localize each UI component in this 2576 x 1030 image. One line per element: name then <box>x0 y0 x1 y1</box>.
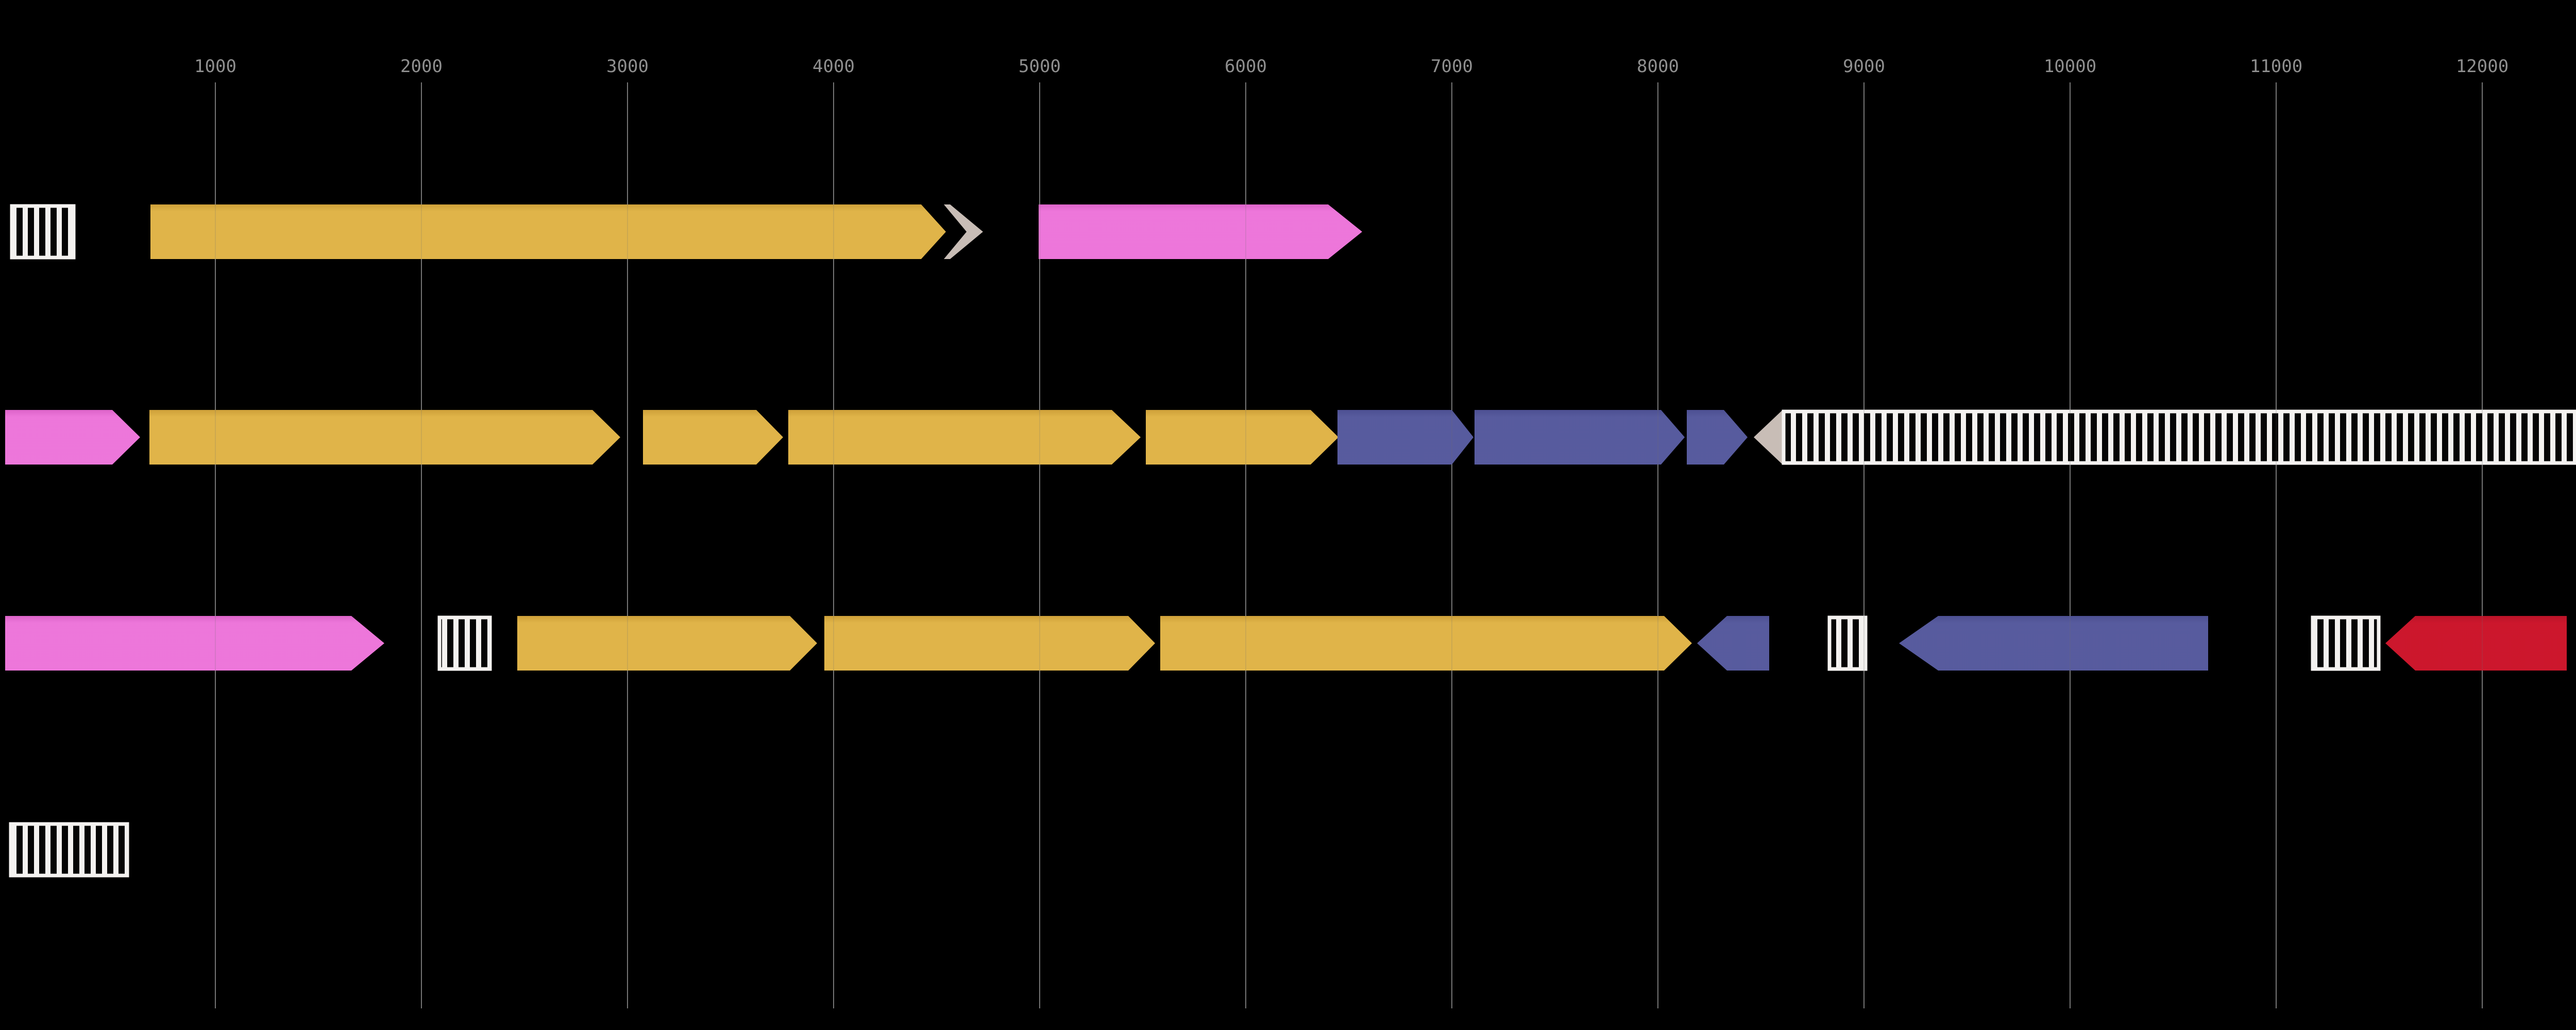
gridlines-overlay <box>215 82 2483 1008</box>
striped-arrow-body <box>1782 409 2576 465</box>
gene-arrow-yellow-forward <box>643 410 783 465</box>
striped-arrow-head <box>1754 410 1783 465</box>
track-1 <box>10 204 1362 260</box>
axis-tick-label: 6000 <box>1225 56 1267 77</box>
gene-arrow-blue-reverse <box>1697 616 1769 671</box>
gene-arrow-yellow-forward <box>824 616 1155 671</box>
axis-tick-label: 1000 <box>194 56 236 77</box>
track-2 <box>5 409 2576 465</box>
gene-arrow-blue-forward <box>1687 410 1748 465</box>
track-4 <box>9 822 129 878</box>
axis-tick-label: 12000 <box>2456 56 2509 77</box>
axis-tick-label: 9000 <box>1843 56 1885 77</box>
axis-tick-label: 11000 <box>2250 56 2302 77</box>
striped-feature-box <box>10 204 76 260</box>
axis-tick-label: 5000 <box>1019 56 1061 77</box>
gene-arrow-blue-reverse <box>1899 616 2208 671</box>
gene-arrow-blue-forward <box>1337 410 1473 465</box>
striped-feature-box <box>9 822 129 878</box>
striped-feature-box <box>437 615 492 671</box>
gene-arrow-yellow-forward <box>1146 410 1338 465</box>
gene-arrow-yellow-forward <box>517 616 817 671</box>
gene-arrow-yellow-forward <box>788 410 1141 465</box>
axis-tick-label: 7000 <box>1431 56 1473 77</box>
track-3 <box>5 615 2567 671</box>
gene-arrow-red-reverse <box>2385 616 2567 671</box>
striped-feature-box <box>1827 615 1868 671</box>
axis-tick-label: 8000 <box>1637 56 1679 77</box>
chevron-arrowhead-tan <box>944 204 983 259</box>
gene-arrow-magenta-forward <box>1039 204 1362 259</box>
axis-tick-label: 10000 <box>2044 56 2096 77</box>
axis-tick-label: 3000 <box>606 56 649 77</box>
gene-arrow-magenta-forward <box>5 410 140 465</box>
striped-feature-box <box>2311 615 2381 671</box>
gene-arrow-yellow-forward <box>149 410 620 465</box>
gene-arrow-yellow-forward <box>1160 616 1692 671</box>
gene-arrow-magenta-forward <box>5 616 384 671</box>
gene-arrow-yellow-forward <box>150 204 946 259</box>
gene-arrow-blue-forward <box>1475 410 1685 465</box>
axis-tick-labels: 1000 2000 3000 4000 5000 6000 7000 8000 9000 1000… <box>194 56 2509 77</box>
axis-tick-label: 2000 <box>400 56 443 77</box>
feature-tracks <box>5 204 2576 878</box>
axis-tick-label: 4000 <box>812 56 855 77</box>
